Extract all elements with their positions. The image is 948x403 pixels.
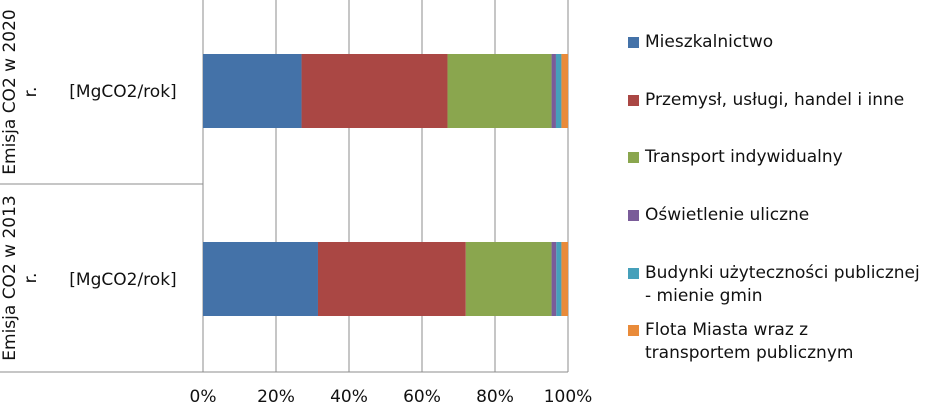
category-unit: [MgCO2/rok] bbox=[69, 82, 176, 102]
category-unit: [MgCO2/rok] bbox=[69, 270, 176, 290]
category-name: Emisja CO2 w 2013r. bbox=[0, 195, 41, 360]
bar-segment bbox=[551, 54, 556, 128]
legend-label: Transport indywidualny bbox=[645, 147, 843, 167]
legend-label: Budynki użyteczności publicznej - mienie… bbox=[645, 263, 920, 306]
bar-segment bbox=[301, 54, 448, 128]
bar-segment bbox=[447, 54, 552, 128]
bar-segment bbox=[555, 54, 562, 128]
legend-label: Mieszkalnictwo bbox=[645, 32, 774, 52]
bar-segment bbox=[203, 54, 302, 128]
legend-swatch bbox=[628, 37, 639, 48]
bar-segment bbox=[551, 242, 557, 316]
legend: Mieszkalnictwo Przemysł, usługi, handel i… bbox=[628, 0, 948, 403]
x-tick-label: 80% bbox=[476, 387, 514, 403]
bar-segment bbox=[317, 242, 466, 316]
legend-swatch bbox=[628, 210, 639, 221]
category-labels: Emisja CO2 w 2020r. [MgCO2/rok] Emisja CO2… bbox=[0, 9, 177, 360]
x-tick-labels: 0% 20% 40% 60% 80% 100% bbox=[190, 387, 593, 403]
bars bbox=[203, 54, 568, 316]
x-tick-label: 40% bbox=[330, 387, 368, 403]
legend-label: Przemysł, usługi, handel i inne bbox=[645, 90, 905, 110]
legend-swatch bbox=[628, 152, 639, 163]
x-tick-label: 60% bbox=[403, 387, 441, 403]
bar-segment bbox=[203, 242, 318, 316]
category-name: Emisja CO2 w 2020r. bbox=[0, 9, 41, 174]
bar-segment bbox=[561, 242, 568, 316]
legend-label: Oświetlenie uliczne bbox=[645, 205, 810, 225]
legend-label: Flota Miasta wraz z transportem publiczn… bbox=[645, 320, 854, 363]
x-tick-label: 20% bbox=[257, 387, 295, 403]
legend-swatch bbox=[628, 268, 639, 279]
bar-segment bbox=[561, 54, 568, 128]
x-tick-label: 100% bbox=[544, 387, 593, 403]
legend-swatch bbox=[628, 325, 639, 336]
bar-segment bbox=[465, 242, 552, 316]
bar-segment bbox=[556, 242, 562, 316]
legend-swatch bbox=[628, 95, 639, 106]
x-tick-label: 0% bbox=[190, 387, 217, 403]
